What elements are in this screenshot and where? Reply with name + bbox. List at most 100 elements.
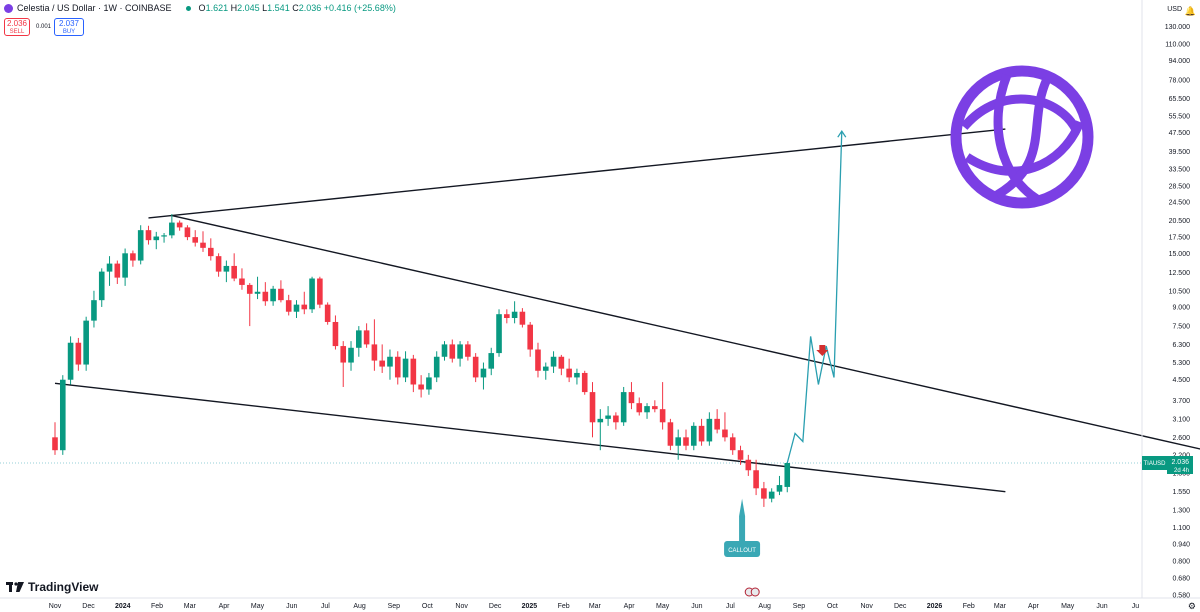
candle[interactable] [293,300,300,319]
candle[interactable] [137,225,144,265]
candle[interactable] [208,238,214,261]
candle[interactable] [457,341,463,367]
candle[interactable] [706,412,713,446]
candle[interactable] [246,283,253,327]
candle[interactable] [145,225,152,245]
callout-box[interactable] [724,541,761,557]
candle[interactable] [566,358,572,383]
candle[interactable] [480,362,487,390]
candle[interactable] [753,459,759,496]
candle[interactable] [496,309,502,357]
candle[interactable] [161,233,167,243]
candle[interactable] [254,276,261,300]
candle[interactable] [371,319,378,371]
candle[interactable] [465,341,471,361]
candle[interactable] [67,336,74,385]
candle[interactable] [176,220,183,231]
candle[interactable] [215,253,222,277]
trendline-resistance-upper[interactable] [148,128,1006,219]
candle[interactable] [472,353,479,383]
candle[interactable] [690,422,697,451]
candle[interactable] [511,301,518,324]
candle[interactable] [628,382,635,410]
candle[interactable] [52,422,58,455]
candle[interactable] [418,375,424,398]
candle[interactable] [91,290,97,328]
candle[interactable] [239,268,245,290]
candle[interactable] [550,351,557,373]
candle[interactable] [410,354,417,393]
candle[interactable] [675,429,681,460]
candle[interactable] [356,326,362,357]
candle[interactable] [519,308,526,328]
candle[interactable] [745,454,752,476]
us-flag-event-icon[interactable] [750,587,760,597]
candle[interactable] [75,337,82,371]
candle[interactable] [309,276,315,313]
candle[interactable] [278,280,284,303]
candle[interactable] [784,462,791,493]
candle[interactable] [597,409,604,451]
candle[interactable] [768,488,775,503]
candle[interactable] [644,403,650,419]
candle[interactable] [387,349,393,380]
trendline-descending-resistance[interactable] [171,214,1200,465]
candle[interactable] [613,412,619,430]
candle[interactable] [184,225,191,241]
candle[interactable] [340,341,347,387]
candle[interactable] [83,316,89,371]
ticker-tag[interactable] [1142,456,1167,470]
candle[interactable] [620,386,627,426]
candle[interactable] [426,372,432,395]
candle[interactable] [285,294,292,316]
candle[interactable] [761,481,767,507]
candle[interactable] [223,260,230,283]
candle[interactable] [106,256,113,286]
candle[interactable] [169,214,175,239]
candle[interactable] [581,370,588,395]
candle[interactable] [776,475,783,496]
candle[interactable] [153,231,160,250]
candle[interactable] [542,362,549,380]
candle[interactable] [231,253,237,282]
candle[interactable] [714,409,720,434]
candle[interactable] [527,321,533,357]
candle[interactable] [667,418,674,451]
trendline-lower-support[interactable] [54,382,1006,493]
candle[interactable] [363,323,370,348]
candle[interactable] [683,429,689,451]
candle[interactable] [192,230,199,247]
candle[interactable] [729,433,736,455]
candle[interactable] [270,285,276,306]
candle[interactable] [379,344,385,373]
candle[interactable] [441,341,448,361]
symbol-name[interactable]: Celestia / US Dollar · 1W · COINBASE [17,3,172,13]
candle[interactable] [605,406,611,426]
candle[interactable] [122,248,128,286]
candle[interactable] [535,342,541,378]
candle[interactable] [394,351,401,385]
candle[interactable] [114,260,121,284]
buy-button[interactable]: 2.037 BUY [54,18,84,36]
sell-button[interactable]: 2.036 SELL [4,18,30,36]
candle[interactable] [504,309,510,324]
candle[interactable] [130,250,136,267]
candle[interactable] [262,282,269,306]
candle[interactable] [301,291,308,315]
candle[interactable] [636,397,643,416]
candle[interactable] [737,445,744,465]
gear-icon[interactable]: ⚙ [1187,601,1196,611]
candle[interactable] [324,302,331,325]
candle[interactable] [200,231,206,252]
candle[interactable] [59,375,66,455]
candle[interactable] [433,351,440,383]
candle[interactable] [589,382,596,438]
candle[interactable] [659,382,666,430]
candle[interactable] [348,341,354,371]
candle[interactable] [722,412,728,442]
candle[interactable] [698,418,705,446]
currency-selector[interactable]: USD [1167,6,1182,13]
candle[interactable] [402,351,409,383]
candle[interactable] [98,268,105,307]
